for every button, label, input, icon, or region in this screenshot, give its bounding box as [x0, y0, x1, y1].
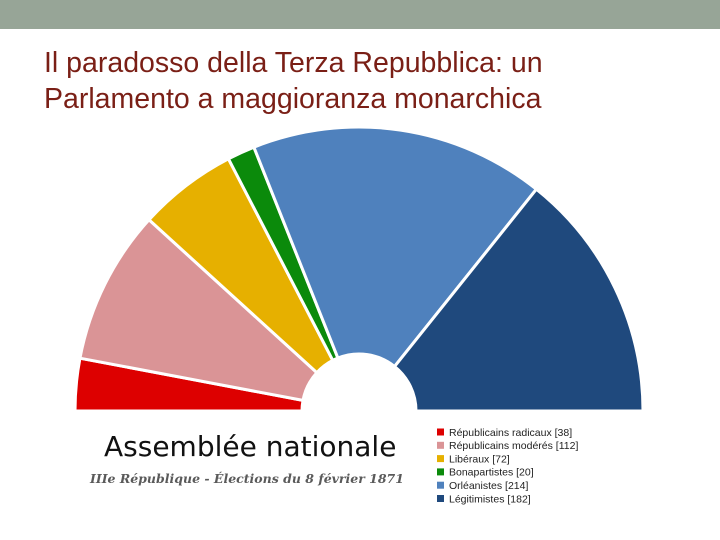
chart-slice-1	[78, 218, 319, 402]
slide-title: Il paradosso della Terza Repubblica: un …	[44, 45, 684, 117]
legend-swatch-2	[437, 455, 444, 463]
chart-slice-5	[393, 187, 645, 413]
legend-label-2: Libéraux [72]	[449, 453, 510, 465]
chart-slice-4	[252, 125, 538, 368]
legend-swatch-1	[437, 441, 444, 449]
legend-label-5: Légitimistes [182]	[449, 493, 531, 505]
top-bar	[0, 0, 720, 29]
legend-swatch-4	[437, 481, 444, 489]
legend-label-1: Républicains modérés [112]	[449, 440, 578, 452]
legend-swatch-5	[437, 495, 444, 502]
chart-subtitle: IIIe République - Élections du 8 février…	[89, 471, 404, 486]
legend-label-3: Bonapartistes [20]	[449, 467, 534, 479]
chart-legend: Républicains radicaux [38]Républicains m…	[437, 427, 578, 505]
legend-label-4: Orléanistes [214]	[449, 480, 528, 492]
slide-title-line-1: Il paradosso della Terza Repubblica: un	[44, 47, 543, 79]
chart-title: Assemblée nationale	[104, 430, 396, 463]
slide-title-line-2: Parlamento a maggioranza monarchica	[44, 83, 542, 115]
legend-swatch-0	[437, 428, 444, 436]
legend-label-0: Républicains radicaux [38]	[449, 427, 572, 439]
legend-swatch-3	[437, 468, 444, 476]
chart-slices	[73, 125, 645, 413]
